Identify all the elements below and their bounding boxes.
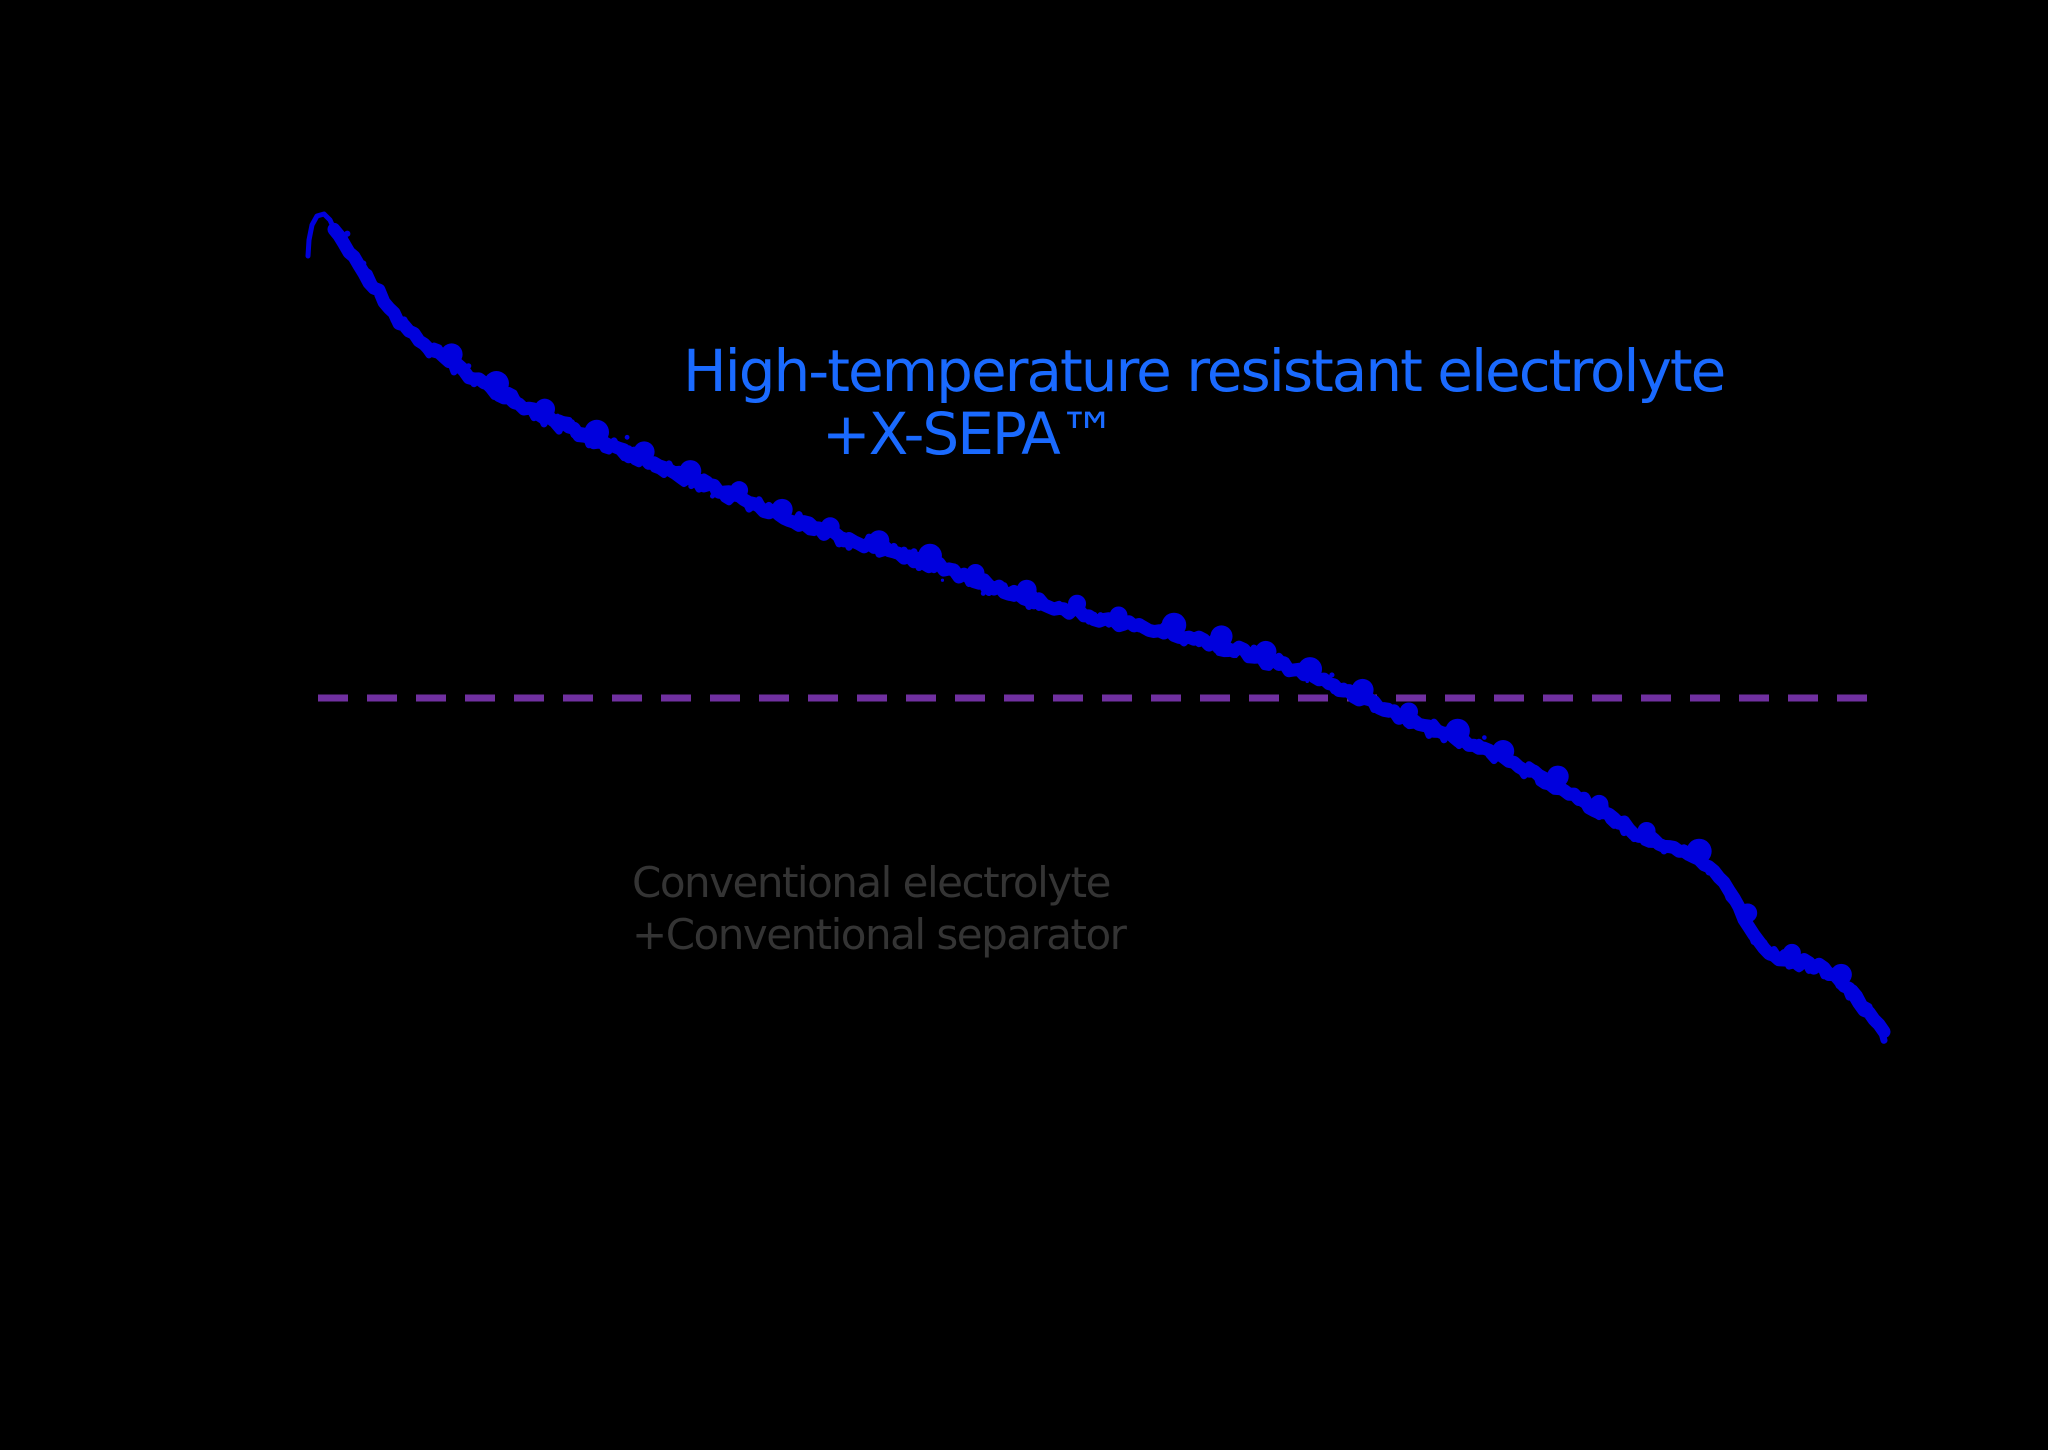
xsepa-label-line2: +X-SEPA™ [822,400,1117,468]
xsepa-curve-start-hook [305,211,337,259]
xsepa-curve-speckles [344,230,1881,1022]
xsepa-checkup-bumps [440,343,1852,986]
conventional-label-line1: Conventional electrolyte [632,858,1111,907]
xsepa-label-line1: High-temperature resistant electrolyte [683,337,1726,405]
conventional-label-line2: +Conventional separator [632,910,1127,959]
